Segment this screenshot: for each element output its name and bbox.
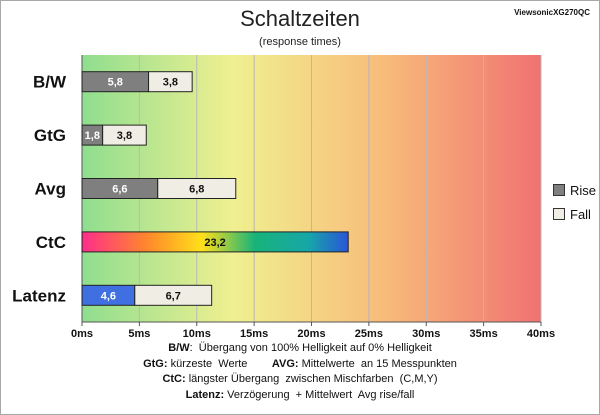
bar-1-fall [102, 124, 147, 146]
x-tick-label-30: 30ms [412, 328, 440, 340]
chart-title: Schaltzeiten [240, 6, 360, 31]
category-label-4: Latenz [12, 286, 66, 305]
footnote-term-1-1: AVG: [271, 357, 299, 370]
footnote-line-0: B/W: Übergang von 100% Helligkeit auf 0%… [0, 341, 600, 357]
footnote-term-0-0: B/W [168, 342, 190, 354]
footnote-term-1-0: GtG: [143, 357, 168, 370]
value-label-3-rise: 23,2 [204, 237, 225, 249]
footnotes: B/W: Übergang von 100% Helligkeit auf 0%… [0, 341, 600, 403]
value-label-2-rise: 6,6 [112, 184, 127, 196]
legend-item-fall: Fall [553, 202, 596, 226]
value-label-2-fall: 6,8 [189, 184, 204, 196]
value-label-1-rise: 1,8 [85, 130, 100, 142]
x-tick-label-10: 10ms [183, 328, 211, 340]
x-tick-label-35: 35ms [470, 328, 498, 340]
bar-0-fall [148, 71, 193, 93]
footnote-line-3: Latenz: Verzögerung + Mittelwert Avg ris… [0, 388, 600, 404]
footnote-line-2: CtC: längster Übergang zwischen Mischfar… [0, 372, 600, 388]
bar-2-fall [157, 178, 237, 199]
value-label-0-rise: 5,8 [108, 77, 123, 89]
value-axis: 0ms 5ms 10ms 15ms 20ms 25ms 30ms 35ms 40ms [71, 321, 555, 340]
category-label-2: Avg [35, 180, 67, 199]
legend-swatch-fall [553, 208, 565, 220]
legend-label-rise: Rise [570, 182, 597, 198]
legend: Rise Fall [553, 178, 596, 226]
x-tick-label-5: 5ms [128, 328, 150, 340]
bar-4-fall [134, 284, 213, 306]
legend-swatch-rise [553, 184, 565, 196]
x-tick-label-15: 15ms [240, 328, 268, 340]
x-tick-label-20: 20ms [297, 328, 325, 340]
value-label-1-fall: 3,8 [117, 130, 132, 142]
footnote-text-0-0: : Übergang von 100% Helligkeit auf 0% He… [189, 342, 432, 354]
footnote-term-3-0: Latenz: [185, 388, 225, 401]
chart-subtitle: (response times) [259, 36, 341, 48]
category-label-0: B/W [33, 73, 67, 92]
x-tick-label-25: 25ms [355, 328, 383, 340]
legend-label-fall: Fall [570, 206, 591, 222]
bar-3-rise [81, 231, 349, 253]
x-tick-label-40: 40ms [527, 328, 555, 340]
x-tick-label-0: 0ms [71, 328, 93, 340]
category-label-3: CtC [36, 233, 66, 252]
category-axis: B/W GtG Avg CtC Latenz [12, 73, 67, 306]
footnote-term-2-0: CtC: [162, 373, 186, 385]
bars-layer: 5,8 3,8 1,8 3,8 6,6 6,8 23,2 4,6 6,7 [81, 71, 349, 306]
footnote-text-3-0: Verzögerung + Mittelwert Avg rise/fall [224, 388, 415, 401]
footnote-text-1-1: Mittelwerte an 15 Messpunkten [298, 357, 457, 370]
monitor-model-label: ViewsonicXG270QC [514, 8, 590, 17]
footnote-text-2-0: längster Übergang zwischen Mischfarben (… [185, 373, 438, 385]
legend-item-rise: Rise [553, 178, 596, 202]
category-label-1: GtG [34, 126, 66, 145]
value-label-4-fall: 6,7 [166, 290, 181, 302]
value-label-4-rise: 4,6 [101, 290, 116, 302]
footnote-line-1: GtG: kürzeste Werte AVG: Mittelwerte an … [0, 357, 600, 373]
footnote-text-1-0: kürzeste Werte [167, 357, 272, 370]
value-label-0-fall: 3,8 [163, 77, 178, 89]
